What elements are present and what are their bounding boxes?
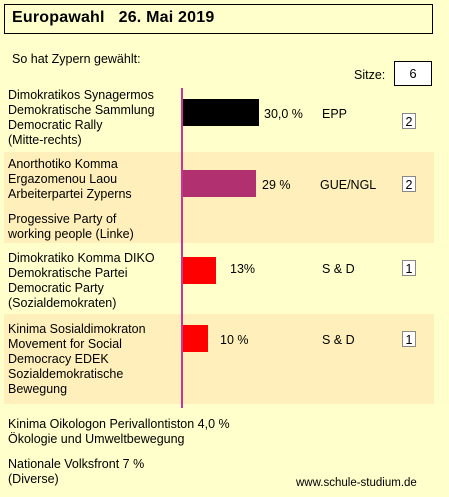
group-label-2: GUE/NGL — [320, 178, 377, 192]
party-name-1: Dimokratikos Synagermos Demokratische Sa… — [8, 88, 155, 147]
seat-count-2: 2 — [402, 176, 416, 192]
group-label-1: EPP — [322, 107, 348, 121]
value-label-1: 30,0 % — [264, 107, 303, 121]
party-name-2b: Progessive Party of working people (Link… — [8, 212, 134, 241]
other-party-2: Nationale Volksfront 7 % (Diverse) — [8, 457, 145, 486]
chart-title: Europawahl 26. Mai 2019 — [12, 9, 215, 26]
seat-count-1: 2 — [402, 113, 416, 129]
seats-total-value: 6 — [394, 61, 432, 86]
chart-axis-line — [181, 88, 183, 408]
seat-count-4: 1 — [402, 331, 416, 347]
value-label-3: 13% — [230, 262, 256, 276]
bar-anorthotiko-komma — [183, 170, 256, 197]
party-name-2: Anorthotiko Komma Ergazomenou Laou Arbei… — [8, 157, 132, 201]
party-name-3: Dimokratiko Komma DIKO Demokratische Par… — [8, 251, 155, 310]
value-label-4: 10 % — [220, 333, 249, 347]
party-name-4: Kinima Sosialdimokraton Movement for Soc… — [8, 322, 146, 396]
bar-dimokratikos-synagermos — [183, 99, 259, 126]
group-label-3: S & D — [322, 262, 355, 276]
seats-total-label: Sitze: — [354, 68, 386, 82]
bar-edek — [183, 325, 208, 352]
value-label-2: 29 % — [262, 178, 291, 192]
bar-diko — [183, 257, 216, 284]
group-label-4: S & D — [322, 333, 355, 347]
seat-count-3: 1 — [402, 260, 416, 276]
row-bg-2 — [4, 152, 434, 243]
title-box — [4, 4, 433, 34]
subtitle: So hat Zypern gewählt: — [12, 52, 141, 66]
other-party-1: Kinima Oikologon Perivallontiston 4,0 % … — [8, 417, 230, 446]
source-credit: www.schule-studium.de — [296, 477, 417, 489]
row-bg-4 — [4, 314, 434, 404]
